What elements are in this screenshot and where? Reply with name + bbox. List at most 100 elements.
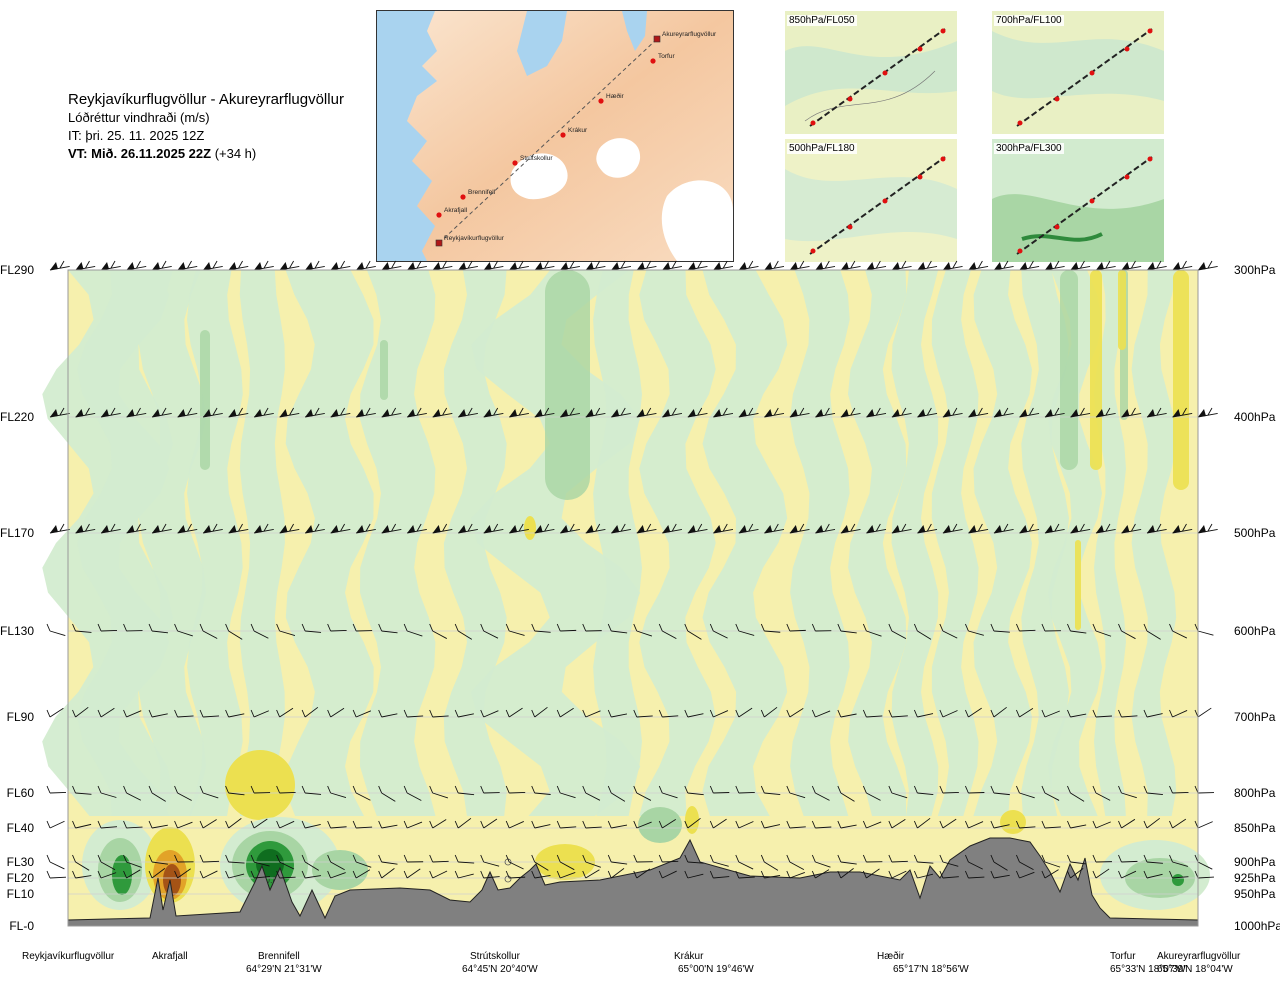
wind-barb xyxy=(305,407,325,418)
wind-barb xyxy=(534,523,555,534)
wind-barb xyxy=(429,854,449,863)
wind-barb xyxy=(913,709,934,718)
wind-barb xyxy=(1197,260,1218,271)
wind-barb xyxy=(633,868,651,879)
wind-barb xyxy=(97,623,118,632)
wind-barb xyxy=(100,260,121,271)
wind-barb xyxy=(990,785,1010,796)
wind-barb xyxy=(556,854,575,871)
thumbnail-500[interactable]: 500hPa/FL180 xyxy=(785,139,957,262)
wind-barb xyxy=(1121,523,1142,534)
wind-barb xyxy=(633,785,652,801)
descent-streak xyxy=(138,270,207,816)
wind-barb xyxy=(454,623,473,640)
wind-barb xyxy=(633,709,653,718)
wind-barb xyxy=(891,260,912,271)
hpa-tick-label: 900hPa xyxy=(1234,855,1276,869)
wind-barb xyxy=(1172,260,1193,271)
wind-barb xyxy=(786,623,806,632)
wind-barb xyxy=(454,709,474,718)
wind-barb xyxy=(658,854,679,863)
wind-barb xyxy=(330,407,351,418)
wind-barb xyxy=(1118,785,1137,799)
wind-barb xyxy=(735,854,754,870)
glacier-hofsjokull xyxy=(596,138,641,178)
waypoint-marker xyxy=(512,160,518,166)
wind-barb xyxy=(301,820,321,829)
wind-barb xyxy=(789,523,810,534)
wind-barb xyxy=(811,623,832,632)
wind-barb xyxy=(1092,785,1111,801)
thumbnail-850[interactable]: 850hPa/FL050 xyxy=(785,11,957,134)
wind-barb xyxy=(1016,623,1036,632)
wind-barb xyxy=(636,407,657,418)
wind-barb xyxy=(993,407,1014,418)
ascent-cell xyxy=(163,864,181,896)
wind-barb xyxy=(709,785,730,794)
wind-barb xyxy=(735,820,754,829)
wind-barb xyxy=(250,870,271,879)
hpa-tick-label: 950hPa xyxy=(1234,887,1276,901)
wind-barb xyxy=(509,260,529,271)
sea-west xyxy=(377,11,437,261)
wind-barb xyxy=(509,407,529,418)
wind-barb xyxy=(939,818,957,829)
hpa-tick-label: 700hPa xyxy=(1234,710,1276,724)
issue-time: IT: þri. 25. 11. 2025 12Z xyxy=(68,128,205,143)
wind-barb xyxy=(1172,523,1193,534)
wind-barb xyxy=(174,820,193,829)
wind-barb xyxy=(327,854,345,871)
wind-barb xyxy=(990,706,1007,718)
wind-barb xyxy=(225,870,245,879)
waypoint-marker xyxy=(650,58,656,64)
wind-barb xyxy=(760,854,779,871)
waypoint-marker xyxy=(436,212,442,218)
wind-barb xyxy=(917,523,938,534)
fl-tick-label: FL90 xyxy=(6,710,34,724)
wind-barb xyxy=(760,820,781,829)
wind-barb xyxy=(556,870,576,879)
wind-barb xyxy=(352,709,372,718)
wind-barb xyxy=(636,523,657,534)
wind-barb xyxy=(1143,785,1163,795)
descent-core-streak xyxy=(380,340,388,400)
wind-barb xyxy=(1016,870,1035,879)
ascent-cell xyxy=(685,806,699,834)
wind-barb xyxy=(174,709,194,718)
wind-barb xyxy=(126,260,147,271)
thumbnail-300[interactable]: 300hPa/FL300 xyxy=(992,139,1164,262)
wind-barb xyxy=(432,260,453,271)
thumbnail-700[interactable]: 700hPa/FL100 xyxy=(992,11,1164,134)
fl-tick-label: FL-0 xyxy=(9,919,34,933)
eyjafjordur xyxy=(622,11,647,51)
descent-streak xyxy=(931,270,979,816)
ascent-cell xyxy=(524,516,536,540)
wind-barb xyxy=(250,785,271,794)
wind-barb xyxy=(662,523,683,534)
wind-barb xyxy=(913,817,931,829)
wind-barb xyxy=(505,707,523,718)
wind-barb xyxy=(97,785,117,798)
wind-barb xyxy=(126,407,147,418)
wind-barb xyxy=(352,785,371,801)
wind-barb xyxy=(687,260,708,271)
wind-barb xyxy=(789,260,810,271)
waypoint-marker xyxy=(598,98,604,104)
thumbnail-700-label: 700hPa/FL100 xyxy=(994,15,1064,26)
wind-barb xyxy=(1041,623,1061,632)
wind-barb xyxy=(582,820,602,829)
wind-barb xyxy=(964,623,984,636)
route-map: Akureyrarflugvöllur Torfur Hæðir Krákur Strú… xyxy=(376,10,734,262)
wind-barb xyxy=(301,870,321,879)
wind-barb xyxy=(505,870,526,879)
wind-barb xyxy=(866,407,887,418)
map-point-label: Brennifell xyxy=(468,189,496,196)
wind-barb xyxy=(151,523,172,534)
wind-barb xyxy=(46,623,66,637)
wind-barb xyxy=(611,523,632,534)
wind-barb xyxy=(403,854,424,863)
wind-barb xyxy=(327,707,345,718)
location-name: Torfur xyxy=(1110,951,1136,962)
wind-barb xyxy=(148,623,168,634)
wind-barb xyxy=(837,623,857,634)
